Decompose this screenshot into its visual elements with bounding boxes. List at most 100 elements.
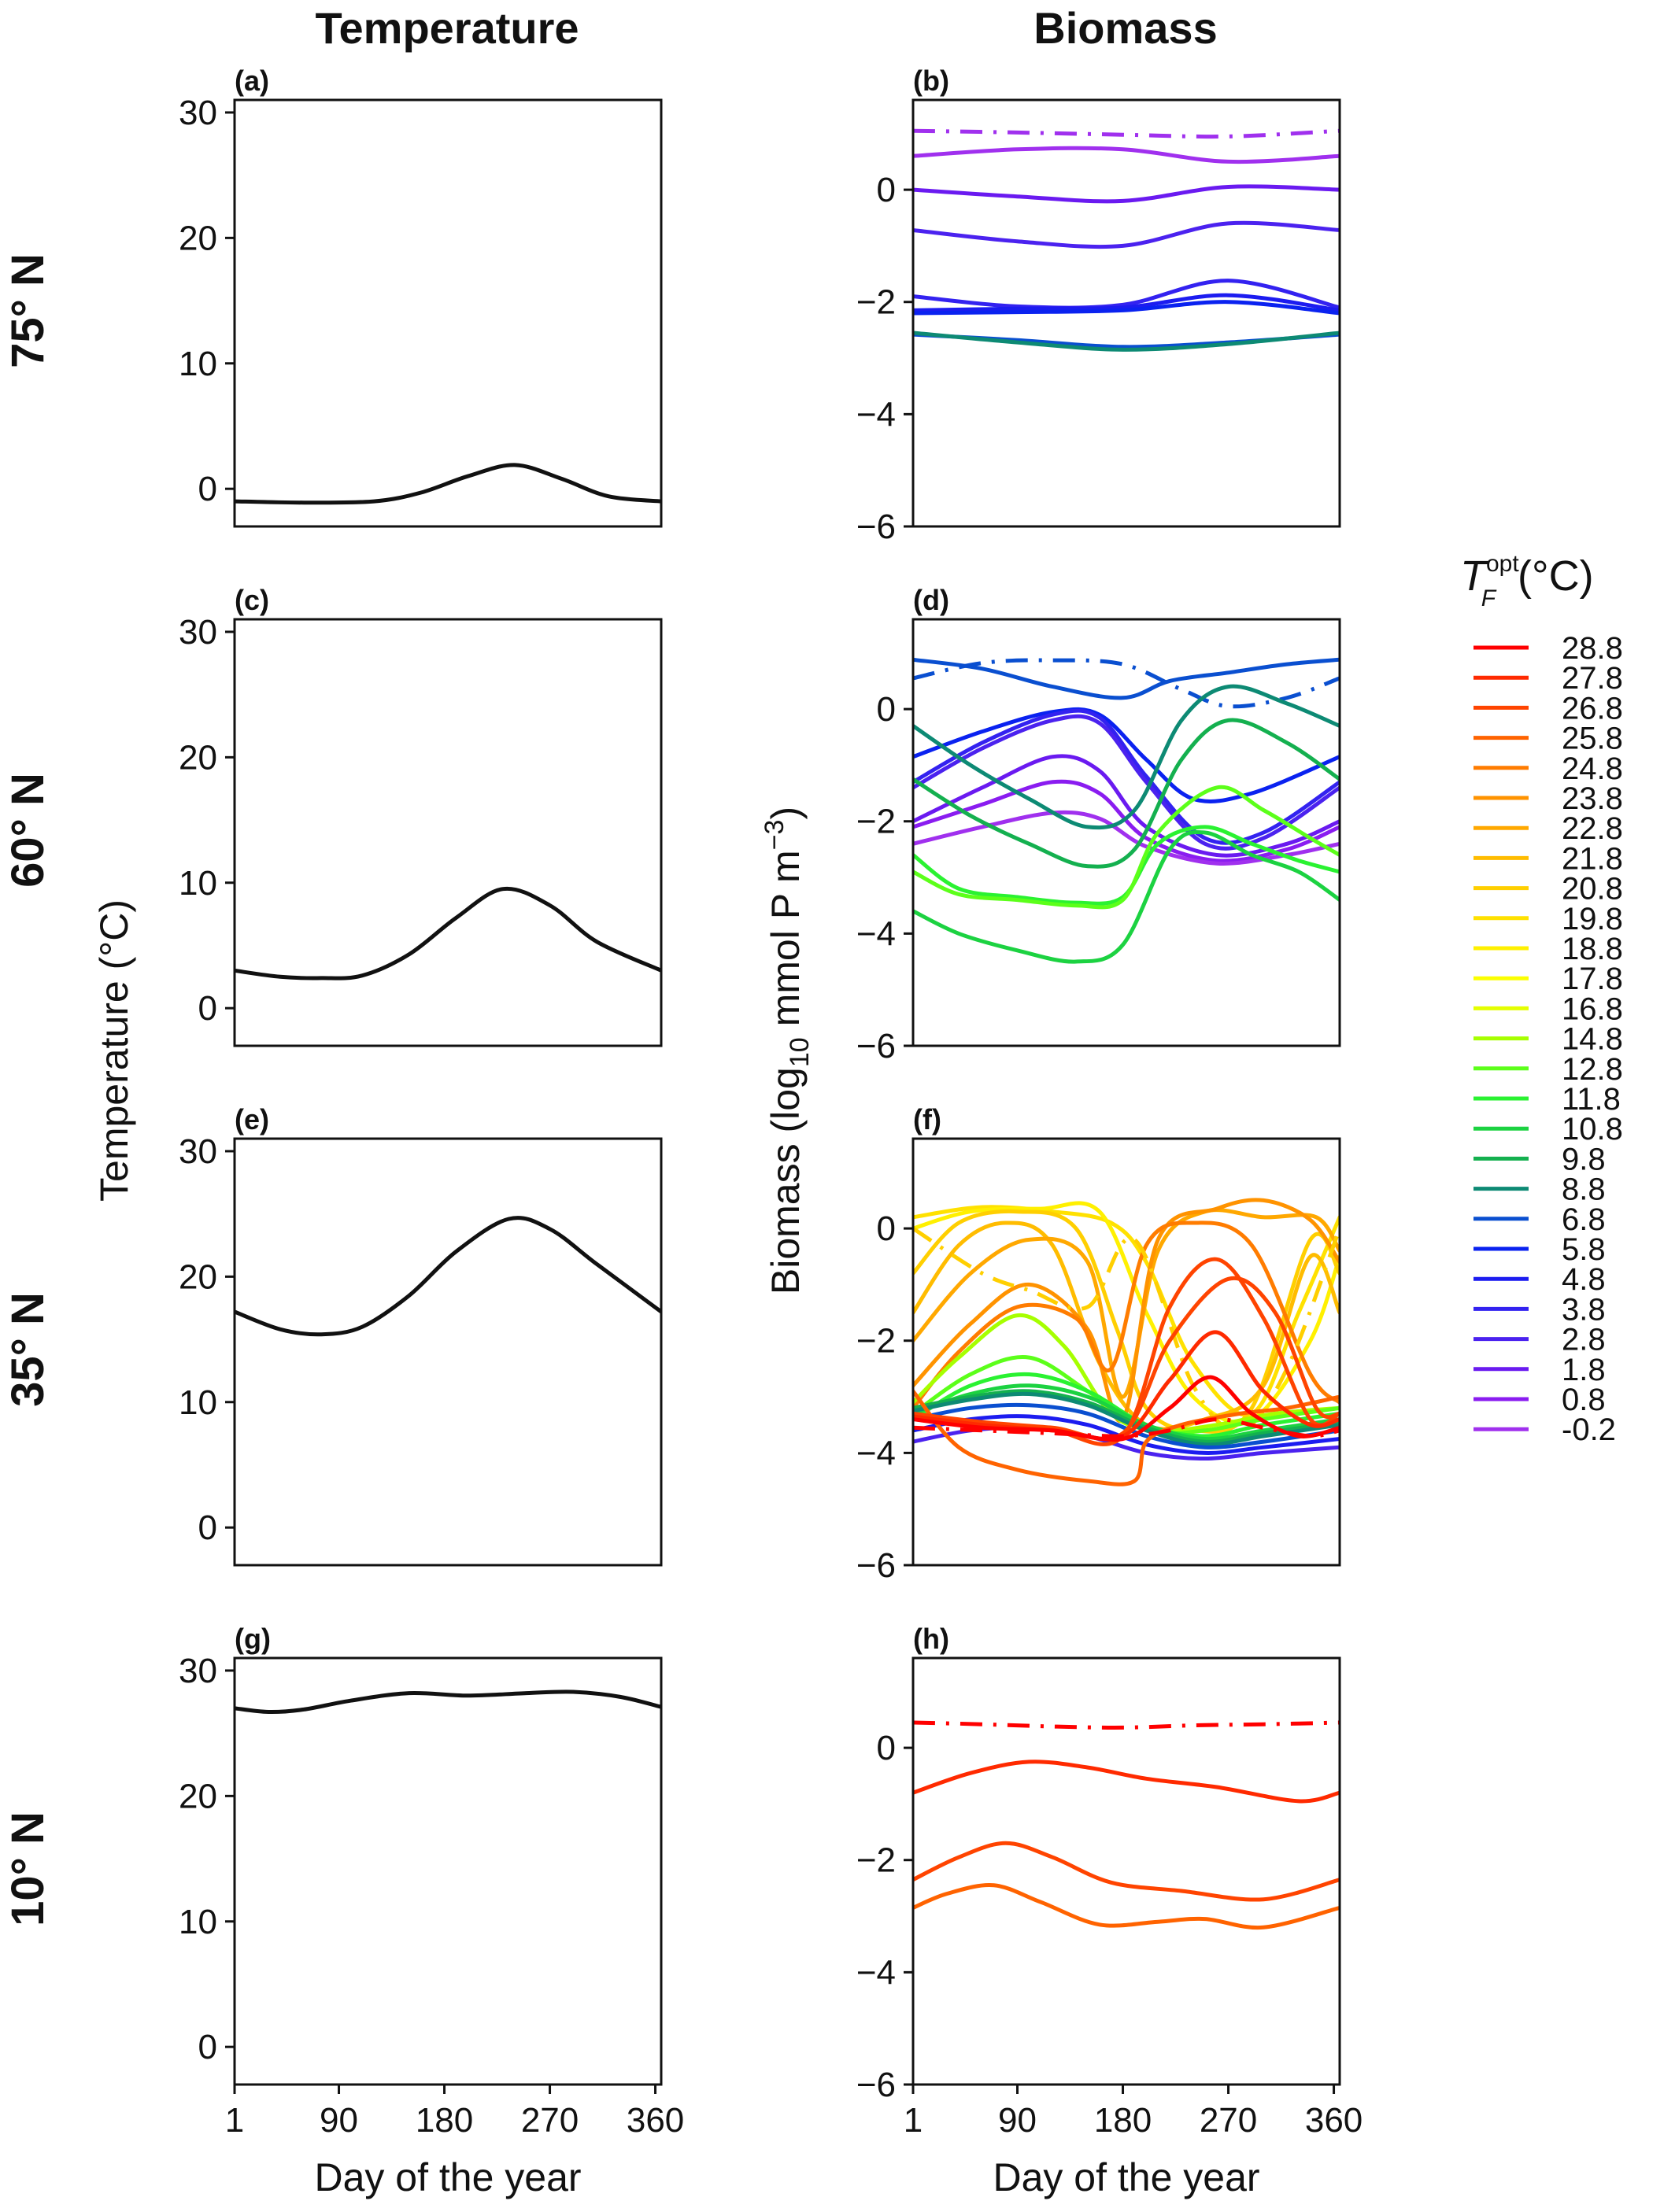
row-label-75n: 75° N: [2, 253, 54, 368]
series-line: [913, 785, 1340, 910]
panel-label: (c): [235, 584, 269, 616]
legend-label: 24.8: [1562, 751, 1623, 786]
y-tick-label: 0: [877, 1729, 896, 1767]
legend-item: 25.8: [1473, 722, 1623, 756]
y-tick-label: 20: [179, 1777, 217, 1815]
legend-label: 19.8: [1562, 902, 1623, 936]
legend-label: 9.8: [1562, 1142, 1606, 1176]
y-tick-label: 0: [877, 1209, 896, 1248]
series-line: [913, 1330, 1340, 1442]
legend-label: 12.8: [1562, 1052, 1623, 1087]
series-line: [913, 754, 1340, 858]
row-label-35n: 35° N: [2, 1292, 54, 1407]
row-label-10n: 10° N: [2, 1811, 54, 1926]
y-tick-label: −4: [856, 1953, 896, 1992]
series-line: [235, 1689, 661, 1715]
panel-c: (c) 0 10 20 30: [179, 584, 663, 1047]
y-tick-label: −2: [856, 1322, 896, 1361]
legend-item: 3.8: [1473, 1292, 1606, 1327]
series-line: [913, 1198, 1340, 1424]
series-group: [913, 1720, 1340, 1930]
series-line: [913, 825, 1340, 906]
legend-item: 8.8: [1473, 1172, 1606, 1207]
series-line: [913, 128, 1340, 139]
plot-frame: [233, 618, 663, 1047]
panel-h: (h) −6 −4 −2 0 1 90 180 270 360 Day of the year: [856, 1623, 1363, 2199]
y-tick-label: 20: [179, 1257, 217, 1296]
panel-d: (d) −6 −4 −2 0 Biomass (log10 mmol P m−3): [760, 584, 1341, 1294]
legend-item: 5.8: [1473, 1232, 1606, 1267]
series-line: [913, 708, 1340, 845]
y-tick-label: 30: [179, 1132, 217, 1171]
legend-label: 10.8: [1562, 1112, 1623, 1147]
y-tick-label: 0: [198, 989, 217, 1028]
y-tick-label: 30: [179, 1652, 217, 1690]
panel-g: (g) 0 10 20 30 1 90 180 270 360 Day of the year: [179, 1623, 684, 2199]
y-tick-label: 0: [198, 2028, 217, 2066]
legend-item: -0.2: [1473, 1413, 1616, 1447]
series-line: [913, 1208, 1340, 1399]
series-group: [913, 657, 1340, 964]
legend-item: 19.8: [1473, 902, 1623, 936]
legend-item: 10.8: [1473, 1112, 1623, 1147]
legend-item: 0.8: [1473, 1383, 1606, 1417]
y-tick-label: 30: [179, 613, 217, 652]
panel-e: (e) 0 10 20 30 Temperature (°C): [92, 899, 663, 1567]
legend-item: 11.8: [1473, 1082, 1621, 1117]
series-line: [913, 1389, 1340, 1444]
legend-label: 28.8: [1562, 631, 1623, 666]
panel-a: (a) 0 10 20 30: [179, 65, 663, 528]
legend-item: 12.8: [1473, 1052, 1623, 1087]
legend-label: 23.8: [1562, 781, 1623, 816]
series-line: [913, 718, 1340, 869]
y-tick-label: −6: [856, 1027, 896, 1065]
panel-b: (b) −6 −4 −2 0: [856, 65, 1341, 546]
series-line: [913, 293, 1340, 312]
legend-item: 1.8: [1473, 1353, 1606, 1387]
legend-label: 27.8: [1562, 661, 1623, 696]
panels-group: (a)0102030(b)−6−4−20(c)0102030(d)−6−4−20…: [92, 65, 1363, 2199]
series-line: [235, 1216, 661, 1337]
legend-label: 1.8: [1562, 1353, 1606, 1387]
legend-label: 5.8: [1562, 1232, 1606, 1267]
x-tick-label: 1: [904, 2101, 923, 2140]
series-line: [913, 1402, 1340, 1449]
legend-label: 18.8: [1562, 932, 1623, 966]
panel-f: (f) −6 −4 −2 0: [856, 1103, 1341, 1585]
plot-frame: [911, 1137, 1341, 1567]
series-line: [913, 657, 1340, 700]
legend-item: 21.8: [1473, 841, 1623, 876]
y-tick-label: 0: [198, 1509, 217, 1547]
series-line: [913, 1209, 1340, 1434]
legend-label: 11.8: [1562, 1082, 1621, 1117]
x-tick-label: 270: [1200, 2101, 1257, 2140]
series-group: [235, 463, 661, 505]
series-group: [235, 886, 661, 980]
row-label-60n: 60° N: [2, 773, 54, 888]
legend-label: 0.8: [1562, 1383, 1606, 1417]
x-tick-label: 270: [521, 2101, 579, 2140]
y-tick-label: −2: [856, 283, 896, 322]
legend-label: 3.8: [1562, 1292, 1606, 1327]
y-tick-label: −2: [856, 1841, 896, 1880]
series-line: [913, 184, 1340, 204]
y-tick-label: −6: [856, 2066, 896, 2104]
series-line: [913, 331, 1340, 352]
x-tick-label: 90: [320, 2101, 358, 2140]
plot-frame: [911, 98, 1341, 528]
series-group: [913, 128, 1340, 352]
panel-label: (a): [235, 65, 269, 97]
y-tick-label: −4: [856, 1434, 896, 1472]
series-line: [913, 1417, 1340, 1438]
legend-label: 20.8: [1562, 872, 1623, 907]
series-line: [913, 1375, 1340, 1442]
legend-label: 2.8: [1562, 1323, 1606, 1357]
plot-frame: [233, 1656, 663, 2086]
plot-frame: [233, 1137, 663, 1567]
y-tick-label: −4: [856, 914, 896, 953]
legend-item: 4.8: [1473, 1262, 1606, 1297]
series-line: [913, 1720, 1340, 1730]
x-axis-title: Day of the year: [314, 2155, 581, 2199]
legend-item: 16.8: [1473, 992, 1623, 1026]
